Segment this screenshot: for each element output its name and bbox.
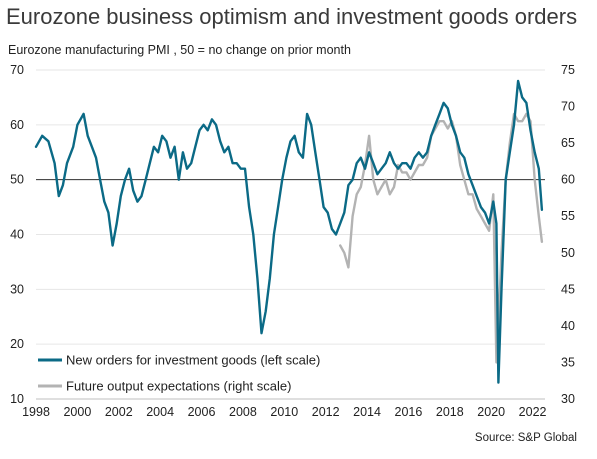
legend-label: New orders for investment goods (left sc… [66,353,320,368]
source-note: Source: S&P Global [474,432,577,444]
y-left-tick-label: 60 [10,118,24,132]
y-right-tick-label: 75 [561,63,575,77]
x-tick-label: 2014 [353,405,381,419]
x-tick-label: 2016 [395,405,423,419]
y-right-tick-label: 45 [561,282,575,296]
x-tick-label: 2006 [188,405,216,419]
x-tick-label: 1998 [22,405,50,419]
y-right-tick-label: 35 [561,355,575,369]
y-right-tick-label: 55 [561,209,575,223]
x-tick-label: 2000 [63,405,91,419]
series-line-future-output [339,112,544,364]
y-left-tick-label: 40 [10,228,24,242]
y-right-tick-label: 70 [561,100,575,114]
x-tick-label: 2004 [146,405,174,419]
x-tick-label: 2008 [229,405,257,419]
x-tick-label: 2022 [519,405,547,419]
y-right-tick-label: 40 [561,319,575,333]
y-left-tick-label: 10 [10,392,24,406]
x-tick-label: 2020 [477,405,505,419]
chart-subtitle: Eurozone manufacturing PMI , 50 = no cha… [8,43,351,57]
y-left-tick-label: 70 [10,63,24,77]
x-tick-label: 2012 [312,405,340,419]
y-left-tick-label: 50 [10,173,24,187]
y-right-tick-label: 50 [561,246,575,260]
y-left-tick-label: 20 [10,337,24,351]
y-right-tick-label: 30 [561,392,575,406]
series-line-new-orders [34,79,544,384]
chart-title: Eurozone business optimism and investmen… [6,4,578,29]
legend-label: Future output expectations (right scale) [66,379,291,394]
x-tick-label: 2010 [270,405,298,419]
y-right-tick-label: 65 [561,136,575,150]
x-tick-label: 2018 [436,405,464,419]
y-right-tick-label: 60 [561,173,575,187]
y-left-tick-label: 30 [10,282,24,296]
x-tick-label: 2002 [105,405,133,419]
